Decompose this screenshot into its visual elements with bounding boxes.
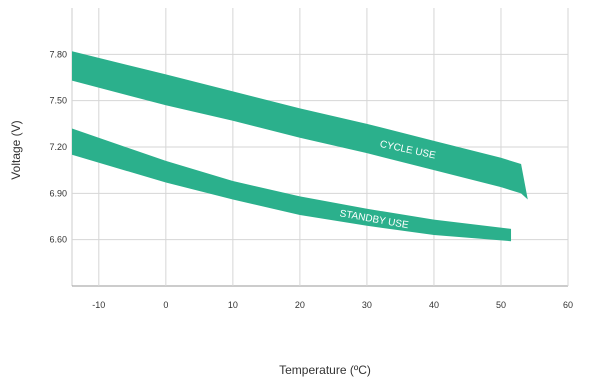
- y-axis-ticks: 6.60 6.90 7.20 7.50 7.80: [49, 49, 67, 244]
- x-tick-label: 40: [429, 300, 439, 310]
- y-tick-label: 6.90: [49, 188, 67, 198]
- x-tick-label: 20: [295, 300, 305, 310]
- cycle-use-band: [72, 51, 528, 200]
- x-tick-label: 50: [496, 300, 506, 310]
- y-tick-label: 7.80: [49, 49, 67, 59]
- y-tick-label: 7.20: [49, 142, 67, 152]
- x-tick-label: 10: [228, 300, 238, 310]
- x-tick-label: 60: [563, 300, 573, 310]
- bands: [72, 51, 528, 242]
- standby-use-band: [72, 128, 512, 242]
- x-tick-label: 0: [163, 300, 168, 310]
- x-axis-label: Temperature (ºC): [279, 363, 371, 377]
- y-tick-label: 7.50: [49, 96, 67, 106]
- x-tick-label: 30: [362, 300, 372, 310]
- y-tick-label: 6.60: [49, 235, 67, 245]
- x-axis-ticks: -10 0 10 20 30 40 50 60: [92, 300, 573, 310]
- y-axis-label: Voltage (V): [9, 120, 23, 179]
- grid: [71, 8, 569, 287]
- x-tick-label: -10: [92, 300, 105, 310]
